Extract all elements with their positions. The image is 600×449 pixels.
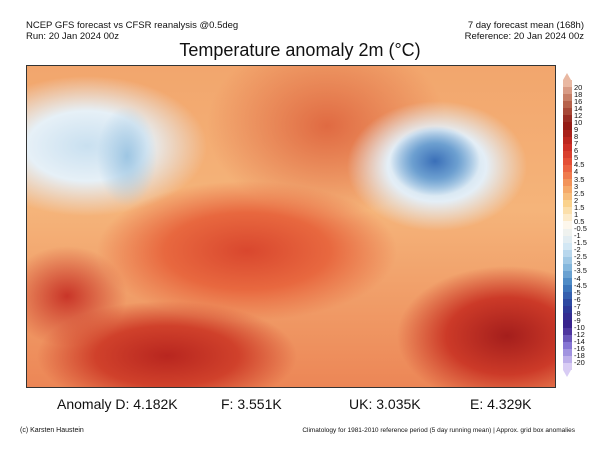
colorbar-tick-label: -3.5	[574, 266, 587, 276]
colorbar-segment	[563, 150, 572, 159]
colorbar-segment	[563, 157, 572, 166]
header-left: NCEP GFS forecast vs CFSR reanalysis @0.…	[26, 20, 238, 42]
colorbar-tick-label: -20	[574, 358, 585, 368]
colorbar-tick-label: 3.5	[574, 174, 585, 184]
colorbar-segment	[563, 348, 572, 357]
colorbar-tick-label: -4	[574, 273, 581, 283]
colorbar-segment	[563, 122, 572, 130]
colorbar-segment	[563, 193, 572, 201]
colorbar-tick-label: 18	[574, 89, 583, 99]
colorbar-segment	[563, 235, 572, 244]
run-info: Run: 20 Jan 2024 00z	[26, 31, 119, 42]
colorbar-segment	[563, 299, 572, 307]
colorbar-segment	[563, 186, 572, 194]
colorbar-tick-label: 6	[574, 146, 579, 156]
colorbar-segment	[563, 362, 572, 371]
colorbar-tick-label: -1.5	[574, 238, 587, 248]
colorbar-segment	[563, 143, 572, 152]
colorbar-tick-label: -5	[574, 287, 581, 297]
colorbar-segment	[563, 115, 572, 123]
colorbar-tick-label: 7	[574, 139, 579, 149]
colorbar-tick-label: 3	[574, 181, 579, 191]
colorbar-tick-label: 4	[574, 167, 579, 177]
anomaly-spain: E: 4.329K	[470, 396, 532, 412]
colorbar-segment	[563, 87, 572, 95]
anomaly-map	[26, 65, 556, 388]
header-right: 7 day forecast mean (168h) Reference: 20…	[465, 20, 584, 42]
colorbar-tick-label: -16	[574, 344, 585, 354]
colorbar-segment	[563, 80, 572, 88]
colorbar-tick-label: 20	[574, 82, 583, 92]
colorbar-segment	[563, 221, 572, 230]
colorbar-segment	[563, 94, 572, 102]
colorbar-segment	[563, 136, 572, 145]
map-title: Temperature anomaly 2m (°C)	[179, 40, 421, 60]
colorbar-tick-label: -10	[574, 323, 585, 333]
model-info: NCEP GFS forecast vs CFSR reanalysis @0.…	[26, 20, 239, 31]
colorbar-segment	[563, 278, 572, 286]
colorbar-min-arrow	[563, 370, 571, 377]
colorbar-tick-label: 2	[574, 195, 579, 205]
colorbar-segment	[563, 263, 572, 272]
colorbar-segment	[563, 129, 572, 138]
colorbar-segment	[563, 207, 572, 215]
credit: (c) Karsten Haustein	[20, 427, 84, 434]
colorbar-tick-label: -0.5	[574, 224, 587, 234]
colorbar-tick-label: 5	[574, 153, 579, 163]
colorbar-tick-label: -3	[574, 259, 581, 269]
colorbar-segment	[563, 292, 572, 300]
colorbar-segment	[563, 341, 572, 350]
colorbar-segment	[563, 228, 572, 237]
colorbar-segment	[563, 164, 572, 173]
colorbar-segment	[563, 101, 572, 109]
colorbar-tick-label: 0.5	[574, 216, 585, 226]
colorbar-segment	[563, 327, 572, 336]
colorbar-max-arrow	[563, 73, 571, 80]
colorbar-segment	[563, 285, 572, 293]
colorbar-tick-label: 9	[574, 125, 579, 134]
colorbar-tick-label: -12	[574, 330, 585, 340]
colorbar-segment	[563, 306, 572, 314]
colorbar-segment	[563, 334, 572, 343]
colorbar-segment	[563, 171, 572, 180]
anomaly-germany: Anomaly D: 4.182K	[57, 396, 178, 412]
colorbar-tick-label: 14	[574, 103, 583, 113]
colorbar-tick-label: -8	[574, 308, 581, 318]
colorbar-tick-label: -6	[574, 294, 581, 304]
colorbar-tick-label: -9	[574, 315, 581, 325]
colorbar	[563, 80, 572, 371]
colorbar-segment	[563, 242, 572, 251]
colorbar-tick-label: 8	[574, 132, 579, 142]
colorbar-tick-label: -2.5	[574, 252, 587, 262]
colorbar-tick-label: -2	[574, 245, 581, 255]
colorbar-tick-label: 12	[574, 110, 583, 120]
colorbar-tick-label: 10	[574, 117, 583, 127]
colorbar-segment	[563, 355, 572, 364]
colorbar-segment	[563, 270, 572, 279]
climatology-note: Climatology for 1981-2010 reference peri…	[302, 427, 575, 434]
colorbar-segment	[563, 214, 572, 222]
colorbar-segment	[563, 108, 572, 116]
colorbar-tick-label: 1.5	[574, 202, 585, 212]
anomaly-france: F: 3.551K	[221, 396, 282, 412]
colorbar-tick-label: 16	[574, 96, 583, 106]
anomaly-uk: UK: 3.035K	[349, 396, 421, 412]
colorbar-tick-label: 1	[574, 209, 579, 219]
colorbar-tick-label: -14	[574, 337, 585, 347]
colorbar-segment	[563, 313, 572, 321]
reference-info: Reference: 20 Jan 2024 00z	[464, 31, 584, 42]
colorbar-tick-label: -4.5	[574, 280, 587, 290]
colorbar-segment	[563, 256, 572, 265]
colorbar-tick-label: -1	[574, 231, 581, 241]
colorbar-tick-label: -18	[574, 351, 585, 361]
colorbar-tick-label: 2.5	[574, 188, 585, 198]
colorbar-tick-label: 4.5	[574, 160, 585, 170]
colorbar-segment	[563, 179, 572, 187]
colorbar-tick-label: -7	[574, 301, 581, 311]
colorbar-segment	[563, 249, 572, 258]
colorbar-segment	[563, 320, 572, 329]
colorbar-segment	[563, 200, 572, 208]
forecast-period: 7 day forecast mean (168h)	[467, 20, 584, 31]
